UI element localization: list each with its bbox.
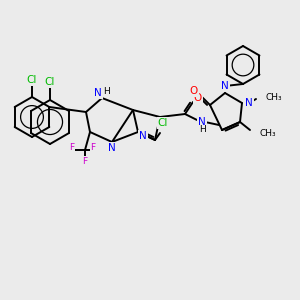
Text: CH₃: CH₃ bbox=[260, 128, 277, 137]
Text: N: N bbox=[108, 143, 116, 153]
Text: N: N bbox=[94, 88, 102, 98]
Text: N: N bbox=[221, 81, 229, 91]
Text: N: N bbox=[198, 117, 206, 127]
Text: Cl: Cl bbox=[27, 75, 37, 85]
Text: Cl: Cl bbox=[158, 118, 168, 128]
Text: O: O bbox=[194, 93, 202, 103]
Text: F: F bbox=[69, 143, 75, 152]
Text: N: N bbox=[139, 131, 147, 141]
Text: CH₃: CH₃ bbox=[266, 92, 283, 101]
Text: N: N bbox=[245, 98, 253, 108]
Text: F: F bbox=[90, 143, 96, 152]
Text: O: O bbox=[190, 86, 198, 96]
Text: H: H bbox=[103, 86, 110, 95]
Text: F: F bbox=[82, 157, 88, 166]
Text: Cl: Cl bbox=[45, 77, 55, 87]
Text: H: H bbox=[199, 125, 206, 134]
